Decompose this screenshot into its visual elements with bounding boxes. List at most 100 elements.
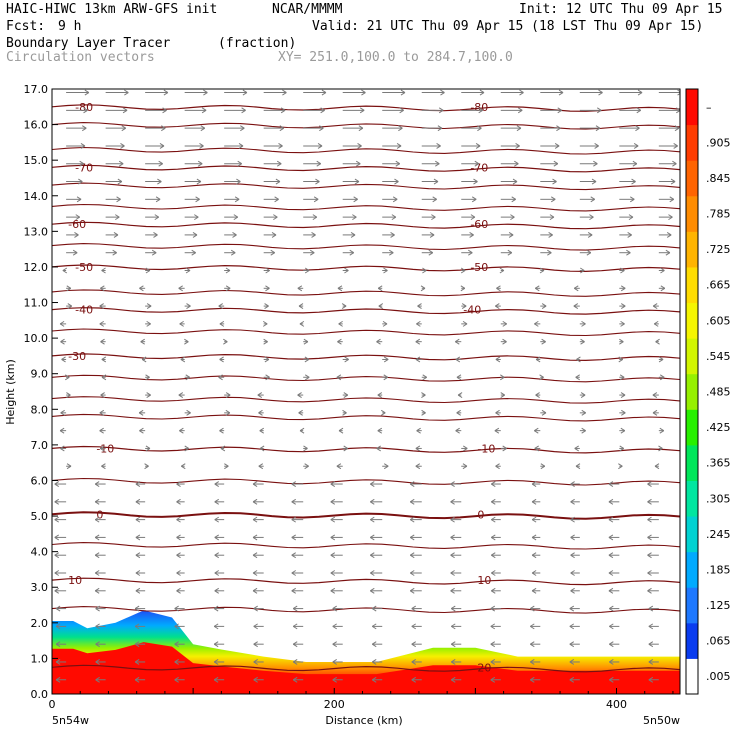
isotherm-line <box>52 203 680 212</box>
vector-arrow <box>409 498 422 505</box>
vector-arrow <box>540 143 560 149</box>
vector-arrow <box>105 89 129 96</box>
vector-arrow <box>145 196 161 203</box>
vector-arrow <box>382 196 398 203</box>
vector-arrow <box>648 623 659 630</box>
y-tick-label: 7.0 <box>31 439 49 452</box>
vector-arrow <box>95 605 106 612</box>
vector-arrow <box>531 587 541 594</box>
vector-arrow <box>303 445 308 452</box>
vector-arrow <box>648 659 659 665</box>
vector-arrow <box>337 338 343 345</box>
vector-arrow <box>531 481 541 487</box>
vector-arrow <box>262 320 268 327</box>
vector-arrow <box>297 285 304 292</box>
vector-arrow <box>342 125 364 132</box>
vector-arrow <box>145 303 152 310</box>
contour-label: -60 <box>470 218 488 231</box>
vector-arrow <box>213 641 225 648</box>
vector-arrow <box>184 409 191 416</box>
vector-arrow <box>105 196 121 203</box>
vector-arrow <box>461 303 467 310</box>
vector-arrow <box>253 623 264 630</box>
vector-arrow <box>370 498 383 505</box>
vector-arrow <box>145 107 167 114</box>
vector-arrow <box>330 552 343 559</box>
vector-arrow <box>490 605 501 612</box>
vector-arrow <box>252 587 264 594</box>
vector-arrow <box>184 374 191 381</box>
vector-arrow <box>382 160 401 167</box>
vector-arrow <box>573 303 580 310</box>
isotherm-line <box>52 477 680 486</box>
vector-arrow <box>184 125 206 132</box>
isotherm-line-labelled <box>52 511 680 520</box>
vector-arrow <box>421 196 437 203</box>
vector-arrow <box>455 427 462 434</box>
vector-arrow <box>579 427 586 434</box>
vector-arrow <box>461 143 481 149</box>
vector-arrow <box>303 178 320 185</box>
vector-arrow <box>330 587 343 594</box>
colorbar-label: – <box>706 101 712 114</box>
vector-arrow <box>500 178 518 185</box>
vector-arrow <box>411 605 422 612</box>
vector-arrow <box>409 534 422 541</box>
vector-arrow <box>224 463 229 470</box>
vector-arrow <box>214 516 225 523</box>
vector-arrow <box>618 356 624 363</box>
vector-arrow <box>573 285 580 292</box>
vector-arrow <box>619 409 626 416</box>
vector-arrow <box>579 392 586 398</box>
vector-arrow <box>174 605 185 612</box>
vector-arrow <box>224 196 240 203</box>
vector-arrow <box>411 676 422 683</box>
vector-arrow <box>539 374 544 381</box>
vector-arrow <box>382 374 389 381</box>
vector-arrow <box>224 125 245 132</box>
vector-arrow <box>95 659 106 665</box>
vector-arrow <box>370 516 383 523</box>
vector-arrow <box>579 107 602 114</box>
vector-arrow <box>491 498 501 505</box>
colorbar-label: .605 <box>706 314 731 327</box>
vector-arrow <box>647 534 659 541</box>
vector-arrow <box>214 534 225 541</box>
vector-arrow <box>180 463 186 470</box>
vector-arrow <box>336 463 343 470</box>
vector-arrow <box>174 623 185 630</box>
vector-arrow <box>54 481 67 487</box>
vector-arrow <box>135 516 146 523</box>
vector-arrow <box>55 641 67 648</box>
vector-arrow <box>219 356 225 363</box>
model-title: HAIC-HIWC 13km ARW-GFS init <box>6 2 218 17</box>
vector-arrow <box>619 285 626 292</box>
vector-arrow <box>135 534 146 541</box>
vector-arrow <box>421 374 427 381</box>
vector-arrow <box>224 143 244 149</box>
vector-arrow <box>569 623 580 630</box>
vector-arrow <box>330 481 343 487</box>
contour-label: -10 <box>477 442 495 455</box>
vector-arrow <box>416 427 422 434</box>
y-tick-label: 17.0 <box>24 83 49 96</box>
vector-arrow <box>64 374 70 381</box>
vector-arrow <box>461 445 468 452</box>
vector-arrow <box>619 196 635 203</box>
vector-arrow <box>342 143 362 149</box>
vector-arrow <box>263 89 287 96</box>
colorbar-label: .725 <box>706 243 731 256</box>
vector-arrow <box>263 285 270 292</box>
contour-label: 0 <box>477 508 484 521</box>
vector-arrow <box>342 356 349 363</box>
vector-arrow <box>570 534 580 541</box>
vector-arrow <box>253 659 264 665</box>
colorbar-swatch <box>686 622 698 659</box>
contour-label: -80 <box>470 101 488 114</box>
vector-arrow <box>66 143 86 149</box>
vector-arrow <box>184 303 191 310</box>
vector-arrow <box>66 178 83 185</box>
vector-arrow <box>421 160 440 167</box>
vector-arrow <box>174 641 185 648</box>
vector-arrow <box>263 214 278 221</box>
